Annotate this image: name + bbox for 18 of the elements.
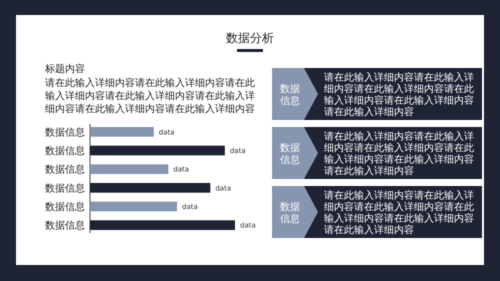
text: 数据信息 bbox=[280, 83, 300, 107]
y-tick-label: 数据信息 bbox=[45, 126, 85, 138]
text: 数据信息 bbox=[280, 142, 300, 166]
y-tick-label: 数据信息 bbox=[45, 220, 85, 232]
y-tick-label: 数据信息 bbox=[45, 145, 85, 158]
bar bbox=[90, 164, 168, 174]
y-tick-label: 数据信息 bbox=[45, 164, 85, 176]
text: 数据信息 bbox=[280, 201, 300, 225]
text: 请在此输入详细内容请在此输入详细内容请在此输入详细内容请在此输入详细内容请在此输入详细内容请在此输入详细内容 bbox=[324, 71, 474, 118]
chart-title: 数据分析 bbox=[226, 31, 274, 45]
bar bbox=[90, 127, 154, 137]
text: 请在此输入详细内容请在此输入详细内容请在此输入详细内容请在此输入详细内容请在此输入详细内容请在此输入详细内容请在此输入详细内容 bbox=[45, 77, 255, 115]
text: 请在此输入详细内容请在此输入详细内容请在此输入详细内容请在此输入详细内容请在此输入详细内容请在此输入详细内容 bbox=[324, 130, 474, 177]
bar bbox=[90, 202, 177, 212]
y-tick-label: 数据信息 bbox=[45, 200, 85, 213]
y-tick-label: 数据信息 bbox=[45, 182, 85, 194]
chart-subtitle: 标题内容 bbox=[44, 63, 85, 75]
text: 请在此输入详细内容请在此输入详细内容请在此输入详细内容请在此输入详细内容请在此输入详细内容请在此输入详细内容 bbox=[324, 189, 474, 236]
